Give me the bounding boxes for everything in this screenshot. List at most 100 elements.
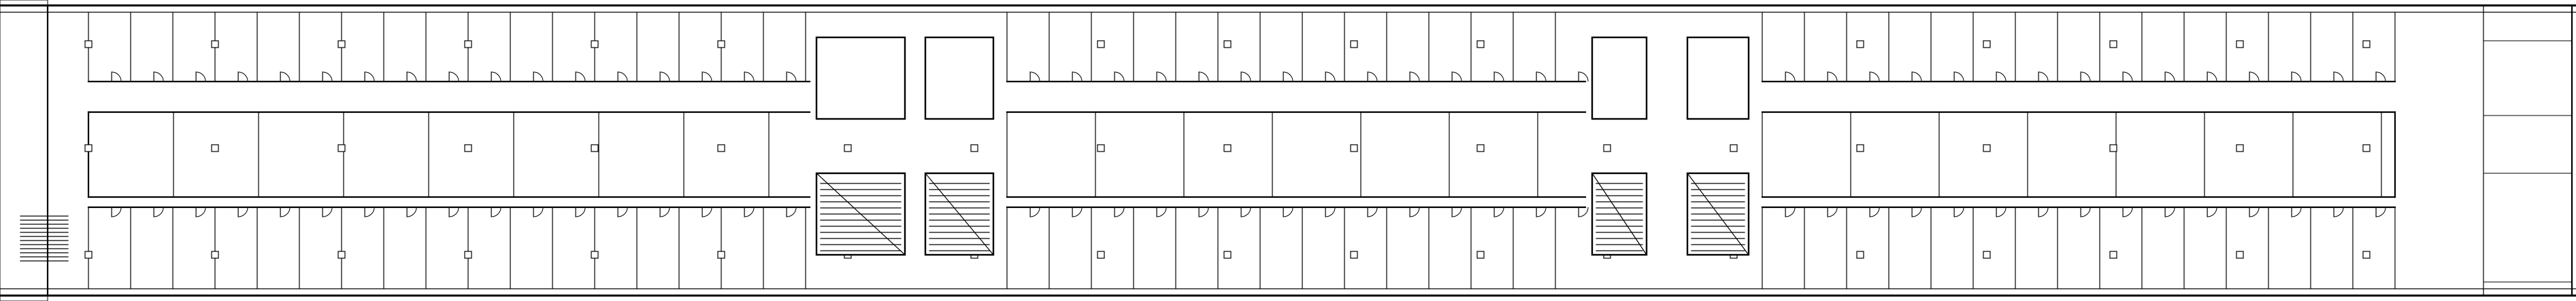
structural-column [2109, 251, 2117, 259]
office-door [1157, 71, 1167, 82]
office-door [2165, 207, 2175, 217]
structural-column [84, 40, 93, 48]
office-door [365, 207, 375, 217]
office-door [1199, 71, 1209, 82]
structural-column [1350, 251, 1358, 259]
structural-column [591, 144, 599, 152]
structural-column [1476, 40, 1485, 48]
office-partitions [88, 12, 2396, 289]
structural-column [1983, 40, 1991, 48]
structural-column [1983, 251, 1991, 259]
office-door [2123, 71, 2133, 82]
office-door [2207, 207, 2217, 217]
office-door [1157, 207, 1167, 217]
office-door [2165, 71, 2175, 82]
office-door [2376, 71, 2386, 82]
office-door [2292, 71, 2302, 82]
columns [84, 40, 2371, 259]
structural-column [1097, 40, 1105, 48]
structural-column [717, 251, 725, 259]
office-door [1072, 207, 1083, 217]
office-door [491, 71, 501, 82]
office-door [618, 71, 628, 82]
office-door [1785, 207, 1796, 217]
office-door [576, 71, 586, 82]
office-door [787, 207, 797, 217]
building-outline [0, 4, 2576, 297]
office-door [1410, 207, 1420, 217]
office-door [1579, 71, 1589, 82]
structural-column [1350, 144, 1358, 152]
office-door [1954, 207, 1964, 217]
stair-diagonal [925, 173, 994, 255]
office-door [702, 71, 712, 82]
structural-column [1476, 251, 1485, 259]
office-door [449, 71, 459, 82]
east-stair-room [2483, 173, 2573, 283]
office-door [1283, 207, 1293, 217]
office-door [2038, 71, 2049, 82]
office-door [1494, 207, 1504, 217]
east-entry-room [2483, 40, 2573, 116]
structural-column [1223, 40, 1232, 48]
structural-column [1097, 251, 1105, 259]
office-door [154, 71, 164, 82]
structural-column [1856, 144, 1864, 152]
structural-column [211, 251, 219, 259]
structural-column [211, 40, 219, 48]
structural-column [1223, 251, 1232, 259]
structural-column [337, 251, 346, 259]
corridors [87, 80, 2396, 209]
office-door [1828, 71, 1838, 82]
office-door [1114, 71, 1125, 82]
office-door [407, 207, 417, 217]
office-door [365, 71, 375, 82]
office-door [1536, 71, 1547, 82]
structural-column [464, 144, 472, 152]
structural-column [2362, 144, 2371, 152]
office-door [1114, 207, 1125, 217]
office-door [238, 71, 248, 82]
structural-column [2362, 40, 2371, 48]
structural-column [1350, 40, 1358, 48]
structural-column [2109, 40, 2117, 48]
service-core-room [815, 36, 906, 120]
office-door [2081, 207, 2091, 217]
office-door [1494, 71, 1504, 82]
structural-column [970, 144, 978, 152]
service-cores [815, 36, 1750, 256]
office-door [280, 71, 291, 82]
office-door [533, 207, 544, 217]
office-door [449, 207, 459, 217]
office-door [1030, 207, 1040, 217]
structural-column [337, 40, 346, 48]
structural-column [1097, 144, 1105, 152]
structural-column [1603, 144, 1611, 152]
office-door [154, 207, 164, 217]
office-door [1241, 207, 1251, 217]
service-core-room [1686, 36, 1750, 120]
office-door [2123, 207, 2133, 217]
office-door [576, 207, 586, 217]
office-door [1870, 71, 1880, 82]
stair-diagonal [1687, 173, 1749, 255]
office-door [1325, 71, 1336, 82]
office-door [238, 207, 248, 217]
office-door [196, 207, 206, 217]
structural-column [2236, 251, 2244, 259]
office-door [280, 207, 291, 217]
office-door [491, 207, 501, 217]
structural-column [1856, 251, 1864, 259]
structural-column [717, 40, 725, 48]
office-door [323, 207, 333, 217]
structural-column [844, 144, 852, 152]
office-door [1954, 71, 1964, 82]
office-door [1241, 71, 1251, 82]
west-entry-zone [0, 0, 48, 301]
office-door [1912, 207, 1922, 217]
structural-column [2236, 144, 2244, 152]
structural-column [717, 144, 725, 152]
structural-column [1730, 144, 1738, 152]
structural-column [464, 251, 472, 259]
